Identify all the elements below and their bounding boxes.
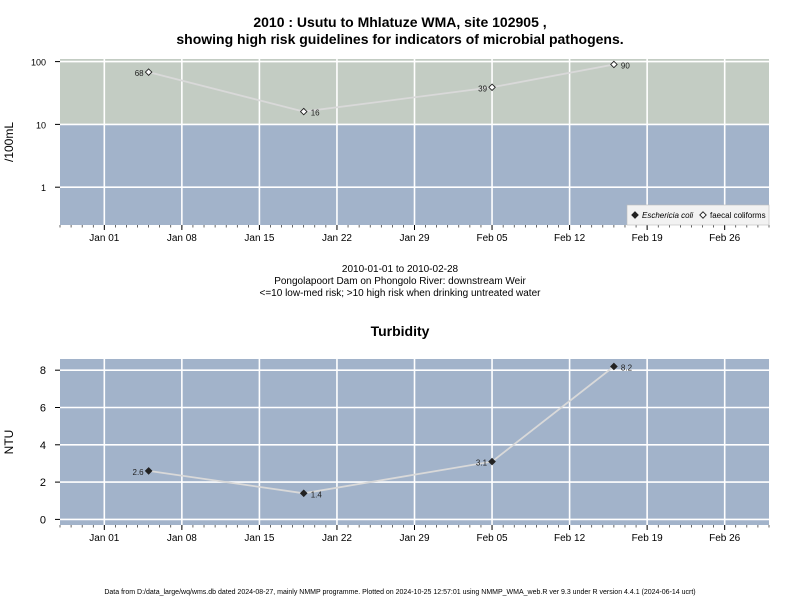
legend-ecoli-marker <box>631 211 639 219</box>
x-tick-label: Jan 15 <box>244 533 274 544</box>
x-tick-label: Jan 22 <box>322 533 352 544</box>
turbidity-chart: Jan 01 Jan 08 Jan 15 Jan 22 Jan 29 Feb 05 Feb … <box>2 359 770 544</box>
data-label: 3.1 <box>476 459 488 468</box>
data-label: 16 <box>311 109 320 118</box>
risk-note-label: <=10 low-med risk; >10 high risk when dr… <box>259 288 541 299</box>
x-tick-label: Feb 26 <box>709 533 741 544</box>
data-point <box>488 457 496 466</box>
chart-title-line-2: showing high risk guidelines for indicat… <box>176 31 624 47</box>
y-tick-label: 1 <box>41 183 46 193</box>
data-point <box>299 489 308 498</box>
series-line <box>148 63 615 113</box>
chart-title-line-1: 2010 : Usutu to Mhlatuze WMA, site 10290… <box>253 14 547 30</box>
y-axis-label: /100mL <box>2 122 16 162</box>
x-tick-label: Jan 15 <box>244 233 274 244</box>
data-label: 8.2 <box>621 363 633 372</box>
x-tick-label: Feb 12 <box>554 533 586 544</box>
data-label: 2.6 <box>133 468 145 477</box>
x-tick-label: Feb 12 <box>554 233 586 244</box>
date-range-label: 2010-01-01 to 2010-02-28 <box>341 264 459 275</box>
x-tick-label: Jan 01 <box>89 233 119 244</box>
y-tick-label: 0 <box>40 514 46 526</box>
x-tick-label: Jan 08 <box>167 533 197 544</box>
y-tick-label: 2 <box>40 477 46 489</box>
series-line <box>148 365 615 495</box>
x-tick-label: Jan 08 <box>167 233 197 244</box>
site-description-label: Pongolapoort Dam on Phongolo River: down… <box>274 276 526 287</box>
turbidity-title: Turbidity <box>370 323 430 339</box>
data-label: 90 <box>621 61 630 70</box>
data-point <box>144 467 153 475</box>
footer-note: Data from D:/data_large/wq/wms.db dated … <box>104 589 696 596</box>
y-axis-label: NTU <box>2 430 16 455</box>
x-tick-label: Jan 29 <box>399 533 429 544</box>
x-tick-label: Feb 19 <box>632 533 664 544</box>
microbial-chart: Jan 01 Jan 08 Jan 15 Jan 22 Jan 29 Feb 05 Feb … <box>2 58 770 244</box>
y-tick-label: 100 <box>31 58 46 68</box>
data-point <box>610 362 618 371</box>
x-tick-label: Feb 05 <box>476 533 508 544</box>
x-tick-label: Jan 29 <box>399 233 429 244</box>
data-label: 1.4 <box>311 490 323 499</box>
y-tick-label: 10 <box>36 120 46 130</box>
data-label: 39 <box>478 84 487 93</box>
y-tick-label: 4 <box>40 440 46 452</box>
y-tick-label: 6 <box>40 402 46 414</box>
data-label: 68 <box>135 69 144 78</box>
x-tick-label: Feb 19 <box>632 233 664 244</box>
x-tick-label: Jan 01 <box>89 533 119 544</box>
legend-ecoli-label: Eschericia coli <box>642 211 693 220</box>
x-tick-label: Feb 26 <box>709 233 741 244</box>
x-tick-label: Jan 22 <box>322 233 352 244</box>
data-point <box>610 60 618 69</box>
legend-faecal-label: faecal coliforms <box>710 211 766 220</box>
data-point <box>299 107 308 116</box>
data-point <box>488 83 496 92</box>
data-point <box>144 68 153 76</box>
y-tick-label: 8 <box>40 365 46 377</box>
legend-faecal-marker <box>699 211 707 219</box>
x-tick-label: Feb 05 <box>476 233 508 244</box>
legend-box <box>626 204 770 226</box>
